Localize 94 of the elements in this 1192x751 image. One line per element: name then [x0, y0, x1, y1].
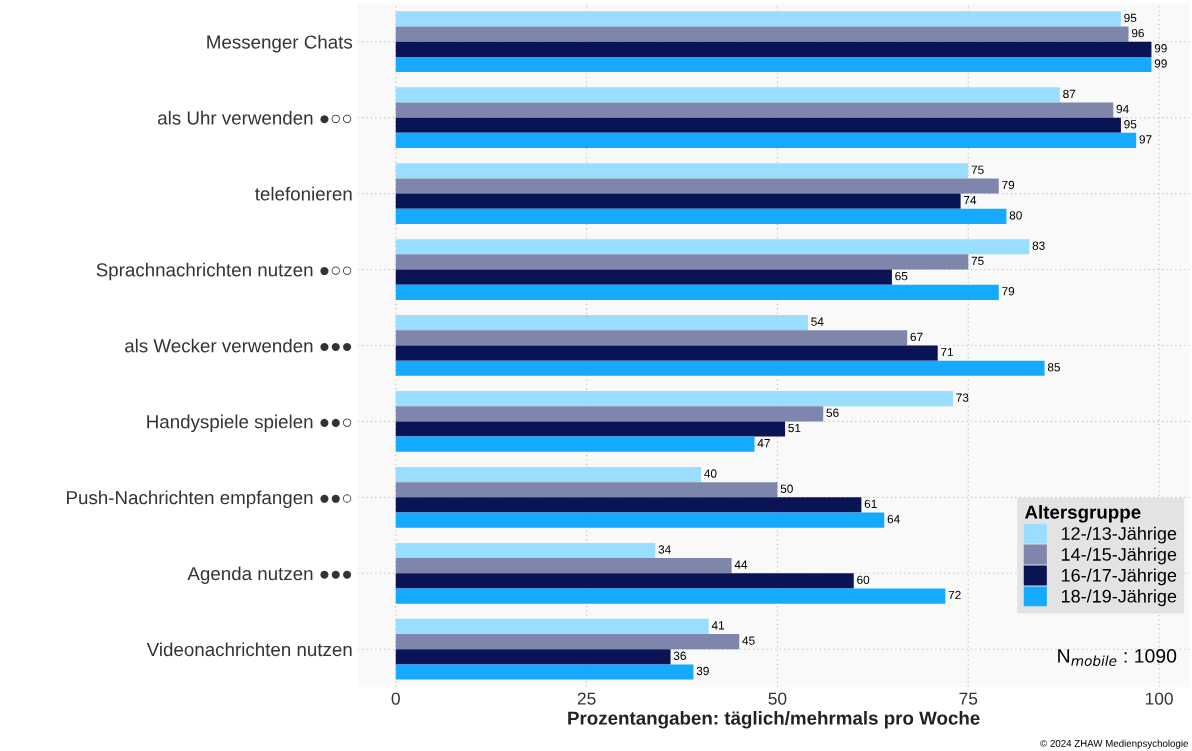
- x-tick-label: 50: [768, 692, 787, 705]
- data-label: 64: [887, 514, 900, 524]
- y-tick-label: Sprachnachrichten nutzen ●○○: [96, 262, 352, 281]
- annotation: N$_{mobile}$ : 1090: [1058, 649, 1177, 666]
- bar: [395, 618, 709, 635]
- bar: [395, 421, 786, 437]
- bar: [395, 254, 969, 270]
- y-tick-label: als Wecker verwenden ●●●: [125, 338, 352, 353]
- data-label: 97: [1139, 135, 1152, 144]
- bar: [395, 117, 1121, 133]
- bar: [395, 497, 862, 513]
- bar: [395, 178, 999, 194]
- data-label: 75: [971, 165, 984, 174]
- data-label: 56: [826, 408, 839, 417]
- bar: [395, 406, 824, 422]
- data-label: 36: [673, 651, 686, 660]
- data-label: 72: [948, 590, 961, 600]
- bar: [395, 11, 1121, 27]
- bar: [395, 56, 1152, 73]
- bar: [395, 269, 892, 285]
- bar: [395, 132, 1137, 149]
- data-label: 83: [1032, 241, 1045, 250]
- y-tick-label: telefonieren: [255, 186, 352, 201]
- bar: [395, 466, 702, 483]
- legend-label: 14-/15-Jährige: [1061, 547, 1177, 565]
- bar: [395, 542, 656, 559]
- bar: [395, 193, 961, 209]
- legend-label: 12-/13-Jährige: [1061, 526, 1177, 544]
- bar: [395, 634, 740, 650]
- bar: [395, 284, 999, 300]
- bar: [395, 345, 938, 361]
- y-tick-label: Agenda nutzen ●●●: [187, 566, 352, 584]
- data-label: 67: [910, 332, 923, 342]
- bar: [395, 360, 1045, 376]
- x-tick-label: 0: [391, 692, 400, 705]
- y-tick-label: als Uhr verwenden ●○○: [158, 110, 352, 125]
- data-label: 45: [742, 636, 755, 645]
- data-label: 75: [971, 256, 984, 266]
- bar: [395, 558, 732, 574]
- data-label: 41: [711, 621, 725, 630]
- data-label: 44: [734, 560, 748, 569]
- data-label: 87: [1063, 89, 1076, 99]
- bar: [395, 664, 694, 680]
- data-label: 73: [956, 393, 969, 402]
- bar: [395, 26, 1129, 42]
- data-label: 60: [857, 575, 870, 585]
- data-label: 65: [895, 271, 908, 281]
- data-label: 80: [1009, 211, 1022, 220]
- data-label: 95: [1124, 13, 1137, 23]
- data-label: 95: [1124, 120, 1137, 129]
- bar: [395, 208, 1007, 224]
- bar: [395, 573, 854, 589]
- data-label: 99: [1154, 59, 1167, 68]
- bar: [395, 588, 946, 604]
- bar: [395, 87, 1060, 103]
- bar: [395, 391, 953, 407]
- legend-title: Altersgruppe: [1024, 505, 1141, 523]
- x-tick-label: 75: [959, 692, 978, 705]
- text: © 2024 ZHAW Medienpsychologie: [1040, 739, 1188, 749]
- data-label: 34: [658, 545, 671, 554]
- legend-label: 16-/17-Jährige: [1061, 568, 1177, 586]
- data-label: 54: [811, 317, 824, 326]
- y-tick-label: Push-Nachrichten empfangen ●●○: [67, 490, 352, 509]
- data-label: 79: [1002, 287, 1015, 296]
- bar: [395, 330, 908, 346]
- bar: [395, 512, 885, 528]
- bar: [395, 315, 808, 331]
- bar: [395, 102, 1114, 118]
- x-tick-label: 100: [1145, 692, 1173, 705]
- bar: [395, 482, 778, 498]
- bar: [395, 163, 969, 179]
- data-label: 50: [780, 484, 793, 493]
- data-label: 94: [1116, 104, 1129, 114]
- data-label: 74: [964, 196, 977, 205]
- bar: [395, 436, 755, 452]
- x-axis-title: Prozentangaben: täglich/mehrmals pro Woche: [568, 710, 980, 729]
- data-label: 96: [1131, 28, 1144, 38]
- bar: [395, 41, 1152, 57]
- data-label: 51: [788, 423, 801, 433]
- bar: [395, 649, 671, 665]
- data-label: 61: [864, 499, 877, 509]
- data-label: 79: [1002, 180, 1015, 190]
- data-label: 85: [1047, 363, 1060, 372]
- data-label: 47: [757, 439, 770, 448]
- data-label: 39: [696, 666, 709, 676]
- y-tick-label: Handyspiele spielen ●●○: [147, 414, 352, 433]
- legend-label: 18-/19-Jährige: [1061, 589, 1177, 607]
- y-tick-label: Videonachrichten nutzen: [146, 642, 352, 657]
- data-label: 40: [704, 469, 717, 478]
- x-tick-label: 25: [577, 692, 596, 705]
- data-label: 99: [1154, 44, 1167, 53]
- y-tick-label: Messenger Chats: [207, 34, 353, 53]
- data-label: 71: [941, 347, 954, 357]
- bar: [395, 239, 1030, 255]
